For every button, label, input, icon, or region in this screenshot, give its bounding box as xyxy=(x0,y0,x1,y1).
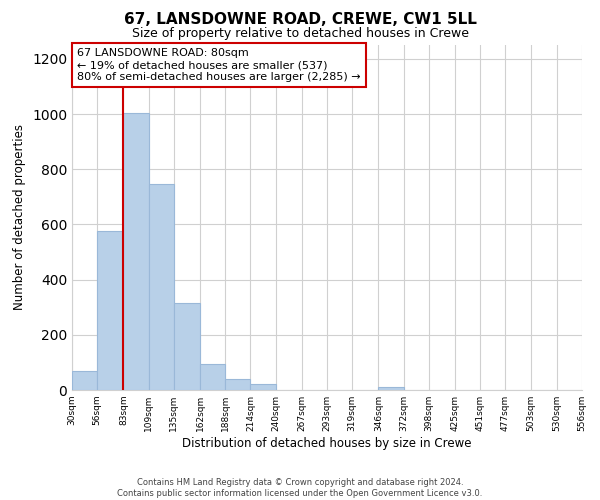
X-axis label: Distribution of detached houses by size in Crewe: Distribution of detached houses by size … xyxy=(182,437,472,450)
Bar xyxy=(97,232,124,390)
Text: Contains HM Land Registry data © Crown copyright and database right 2024.
Contai: Contains HM Land Registry data © Crown c… xyxy=(118,478,482,498)
Bar xyxy=(124,112,149,390)
Text: 67 LANSDOWNE ROAD: 80sqm
← 19% of detached houses are smaller (537)
80% of semi-: 67 LANSDOWNE ROAD: 80sqm ← 19% of detach… xyxy=(77,48,361,82)
Bar xyxy=(72,370,97,390)
Text: 67, LANSDOWNE ROAD, CREWE, CW1 5LL: 67, LANSDOWNE ROAD, CREWE, CW1 5LL xyxy=(124,12,476,28)
Bar xyxy=(379,387,404,390)
Bar xyxy=(250,384,275,390)
Bar xyxy=(149,184,174,390)
Bar xyxy=(225,379,250,390)
Bar xyxy=(174,303,200,390)
Text: Size of property relative to detached houses in Crewe: Size of property relative to detached ho… xyxy=(131,28,469,40)
Bar xyxy=(200,364,225,390)
Y-axis label: Number of detached properties: Number of detached properties xyxy=(13,124,26,310)
